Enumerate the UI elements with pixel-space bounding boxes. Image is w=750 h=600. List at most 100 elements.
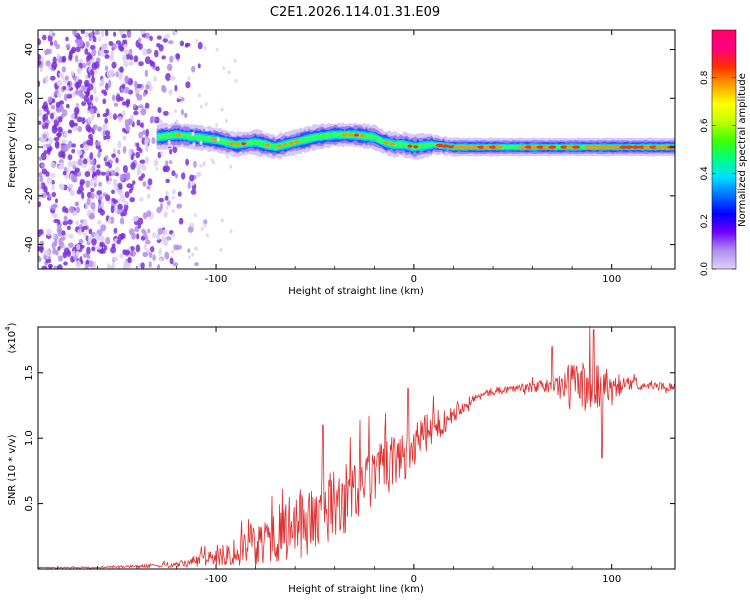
spectrogram-noise-mark (38, 156, 42, 161)
spectrogram-noise-mark (174, 108, 177, 113)
spectrogram-noise-mark (122, 54, 127, 63)
spectrogram-noise-mark (187, 226, 194, 233)
spectrogram-noise-mark (86, 197, 91, 206)
spectrogram-noise-mark (71, 160, 78, 166)
spectrogram-ytick-label: 0 (24, 144, 35, 150)
spectrogram-noise-mark (144, 138, 149, 146)
spectrogram-noise-mark (100, 30, 105, 38)
spectrogram-noise-mark (51, 241, 56, 250)
spectrogram-noise-mark (125, 98, 131, 106)
spectrogram-noise-mark (105, 194, 111, 202)
spectrogram-noise-mark (97, 208, 103, 214)
spectrogram-ridge-mark (589, 145, 598, 149)
spectrogram-noise-mark (81, 163, 87, 168)
spectrogram-noise-mark (145, 144, 149, 153)
spectrogram-noise-mark (67, 140, 73, 149)
spectrogram-noise-mark (215, 47, 219, 52)
spectrogram-noise-mark (50, 162, 56, 168)
spectrogram-ridge-mark (566, 145, 575, 149)
spectrogram-noise-mark (117, 198, 120, 205)
spectrogram-noise-mark (127, 31, 132, 39)
spectrogram-noise-mark (90, 44, 96, 51)
spectrogram-noise-mark (191, 65, 196, 73)
spectrogram-noise-mark (227, 70, 231, 75)
spectrogram-noise-mark (154, 49, 159, 58)
spectrogram-ridge-mark (643, 145, 652, 149)
spectrogram-noise-mark (165, 190, 169, 195)
spectrogram-noise-mark (234, 78, 238, 83)
spectrogram-noise-mark (74, 39, 81, 44)
spectrogram-noise-mark (67, 219, 73, 225)
spectrogram-noise-mark (205, 233, 209, 238)
spectrogram-noise-mark (57, 229, 63, 237)
spectrogram-ridge-mark (294, 140, 300, 144)
spectrogram-ridge-mark (477, 145, 486, 149)
spectrogram-noise-mark (66, 167, 70, 173)
spectrogram-noise-mark (148, 251, 153, 259)
spectrogram-noise-mark (110, 169, 116, 177)
spectrogram-noise-mark (158, 197, 164, 203)
spectrogram-noise-mark (198, 93, 202, 98)
spectrogram-noise-mark (82, 232, 88, 237)
spectrogram-noise-mark (136, 142, 140, 148)
spectrogram-noise-mark (38, 183, 42, 188)
spectrogram-noise-mark (104, 130, 111, 136)
spectrogram-noise-mark (133, 55, 139, 63)
spectrogram-noise-mark (120, 233, 124, 240)
spectrogram-noise-mark (52, 213, 58, 218)
spectrogram-ridge-mark (459, 145, 468, 149)
colorbar-tick-label: 0.2 (700, 214, 710, 228)
spectrogram-noise-mark (58, 237, 63, 245)
spectrogram-noise-mark (176, 203, 183, 209)
spectrogram-noise-mark (188, 222, 192, 227)
spectrogram-noise-mark (115, 166, 120, 173)
spectrogram-noise-mark (130, 183, 134, 191)
snr-xtick-label: 100 (602, 574, 621, 585)
spectrogram-noise-mark (140, 108, 147, 116)
spectrogram-noise-mark (81, 117, 86, 125)
spectrogram-noise-mark (51, 191, 56, 198)
spectrogram-noise-mark (58, 100, 65, 105)
spectrogram-noise-mark (57, 255, 64, 262)
spectrogram-noise-mark (38, 54, 41, 61)
spectrogram-noise-mark (187, 76, 191, 81)
spectrogram-noise-mark (187, 255, 191, 260)
spectrogram-noise-mark (127, 118, 133, 126)
spectrogram-noise-mark (42, 101, 48, 110)
spectrogram-noise-mark (156, 43, 161, 48)
spectrogram-ridge-mark (413, 145, 419, 149)
spectrogram-noise-mark (90, 192, 95, 200)
spectrogram-noise-mark (119, 173, 125, 182)
spectrogram-noise-mark (53, 265, 58, 269)
spectrogram-noise-mark (165, 160, 169, 166)
spectrogram-noise-mark (169, 148, 173, 155)
spectrogram-noise-mark (147, 228, 151, 234)
spectrogram-noise-mark (67, 233, 74, 239)
spectrogram-noise-mark (113, 102, 119, 107)
spectrogram-noise-mark (100, 171, 107, 176)
spectrogram-noise-mark (156, 35, 162, 40)
spectrogram-noise-mark (68, 205, 75, 214)
spectrogram-noise-mark (140, 163, 146, 169)
spectrogram-noise-mark (153, 159, 159, 167)
spectrogram-noise-mark (146, 193, 151, 199)
spectrogram-noise-mark (137, 37, 142, 43)
figure-title: C2E1.2026.114.01.31.E09 (270, 5, 440, 20)
spectrogram-noise-mark (180, 109, 184, 116)
spectrogram-noise-mark (45, 259, 52, 264)
spectrogram-noise-mark (55, 101, 61, 108)
spectrogram-ylabel: Frequency (Hz) (7, 112, 18, 188)
spectrogram-noise-mark (148, 261, 152, 268)
spectrogram-noise-mark (138, 217, 144, 225)
spectrogram-noise-mark (64, 75, 69, 81)
spectrogram-noise-mark (51, 204, 57, 211)
spectrogram-noise-mark (70, 113, 75, 120)
spectrogram-noise-mark (105, 134, 111, 140)
snr-panel: -100 0 100 0.5 1.0 1.5 Height of straight lin… (4, 322, 676, 595)
colorbar-ticks: 0.0 0.2 0.4 0.6 0.8 (700, 70, 736, 276)
spectrogram-noise-mark (138, 104, 144, 109)
spectrogram-noise-mark (199, 140, 203, 145)
spectrogram-noise-mark (121, 101, 127, 106)
spectrogram-noise-mark (140, 262, 145, 269)
spectrogram-noise-mark (220, 107, 224, 112)
